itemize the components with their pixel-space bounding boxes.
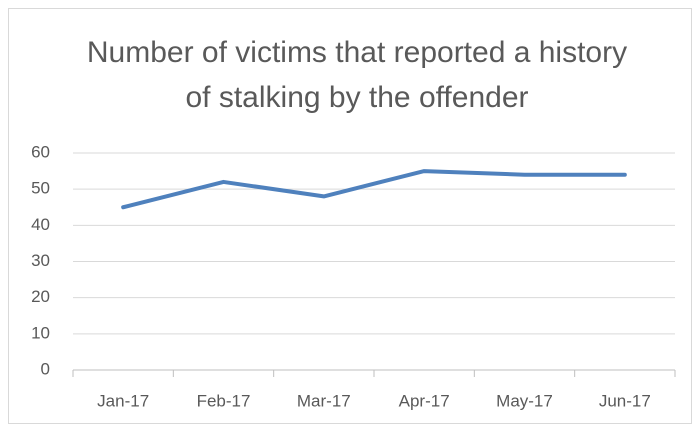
y-tick-label: 20 [31, 287, 50, 306]
x-tick-label: Mar-17 [297, 391, 351, 410]
y-tick-label: 50 [31, 179, 50, 198]
x-tick-label: May-17 [496, 391, 553, 410]
x-tick-label: Apr-17 [399, 391, 450, 410]
x-tick-label: Jan-17 [97, 391, 149, 410]
y-tick-label: 0 [41, 359, 50, 378]
chart-border [8, 8, 692, 424]
y-tick-label: 30 [31, 251, 50, 270]
y-tick-label: 60 [31, 142, 50, 161]
chart-title: Number of victims that reported a histor… [86, 36, 628, 114]
x-tick-label: Feb-17 [197, 391, 251, 410]
y-tick-label: 40 [31, 215, 50, 234]
y-tick-label: 10 [31, 323, 50, 342]
data-line [121, 169, 627, 210]
x-tick-label: Jun-17 [599, 391, 651, 410]
